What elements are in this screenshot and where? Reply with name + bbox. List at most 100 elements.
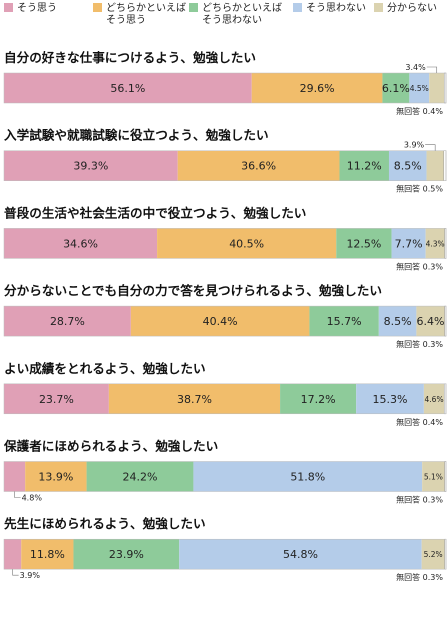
data-label: 8.5% — [394, 160, 422, 173]
data-label: 6.1% — [382, 82, 410, 95]
bar-segment — [177, 150, 340, 181]
no-answer-label: 無回答 0.4% — [396, 106, 443, 116]
bar-segment — [25, 461, 87, 492]
item-title: 普段の生活や社会生活の中で役立つよう、勉強したい — [4, 205, 306, 220]
bar-segment — [4, 150, 178, 181]
bar-segment — [336, 228, 392, 259]
legend-swatch — [4, 3, 13, 12]
data-label: 34.6% — [63, 237, 98, 250]
data-label: 12.5% — [346, 237, 381, 250]
bar-segment — [179, 539, 422, 570]
data-label: 4.6% — [425, 395, 444, 404]
callout-line — [426, 66, 438, 73]
legend-swatch — [293, 3, 302, 12]
no-answer-label: 無回答 0.3% — [396, 572, 443, 582]
legend-swatch — [374, 3, 383, 12]
data-label: 29.6% — [300, 82, 335, 95]
data-label: 7.7% — [395, 237, 423, 250]
bar-segment — [130, 306, 310, 337]
data-label: 13.9% — [38, 471, 73, 484]
no-answer-label: 無回答 0.5% — [396, 184, 443, 194]
data-label: 11.8% — [30, 548, 65, 561]
data-label: 40.4% — [203, 315, 238, 328]
no-answer-label: 無回答 0.3% — [396, 261, 443, 271]
data-label: 23.7% — [39, 393, 74, 406]
legend-swatch — [189, 3, 198, 12]
bar-segment — [409, 73, 430, 103]
callout-line — [14, 491, 21, 498]
item-title: 先生にほめられるよう、勉強したい — [4, 516, 206, 531]
bar-segment — [422, 461, 445, 492]
data-label: 3.9% — [20, 571, 41, 580]
bar-segment — [429, 73, 445, 103]
bar-segment — [4, 306, 131, 337]
legend-swatch — [93, 3, 102, 12]
data-label: 51.8% — [290, 471, 325, 484]
bar-segment — [443, 150, 447, 181]
bar-segment — [443, 383, 447, 415]
bar-segment — [21, 539, 74, 570]
no-answer-label: 無回答 0.4% — [396, 417, 443, 427]
item-title: 入学試験や就職試験に役立つよう、勉強したい — [4, 128, 269, 143]
data-label: 4.3% — [426, 239, 445, 248]
legend-label: どちらかといえばそう思う — [106, 2, 186, 26]
data-label: 11.2% — [347, 160, 382, 173]
data-label: 15.3% — [373, 393, 408, 406]
bar-segment — [443, 72, 447, 104]
data-label: 54.8% — [283, 548, 318, 561]
bar-outline — [3, 150, 447, 181]
bar-segment — [108, 383, 281, 414]
bar-segment — [388, 150, 427, 181]
bar-segment — [4, 73, 252, 103]
bar-outline — [3, 538, 447, 570]
data-label: 5.2% — [424, 550, 443, 559]
legend-label: どちらかといえばそう思わない — [202, 2, 282, 26]
legend-label: そう思う — [17, 2, 57, 14]
bar-outline — [3, 228, 447, 259]
data-label: 8.5% — [384, 315, 412, 328]
item-title: 自分の好きな仕事につけるよう、勉強したい — [4, 50, 256, 65]
data-label: 56.1% — [110, 82, 145, 95]
data-label: 24.2% — [123, 471, 158, 484]
bar-segment — [382, 73, 410, 103]
bar-segment — [339, 150, 389, 181]
bar-segment — [423, 383, 445, 414]
data-label: 3.4% — [405, 63, 426, 72]
callout-line — [425, 144, 436, 151]
bar-segment — [4, 228, 158, 259]
bar-segment — [426, 150, 444, 181]
bar-segment — [378, 306, 417, 337]
item-title: 保護者にほめられるよう、勉強したい — [3, 439, 218, 454]
legend-label: 分からない — [387, 2, 437, 14]
data-label: 4.5% — [410, 84, 429, 93]
bar-outline — [3, 461, 447, 492]
bar-segment — [391, 228, 426, 259]
data-label: 39.3% — [73, 160, 108, 173]
item-title: よい成績をとれるよう、勉強したい — [4, 361, 206, 376]
data-label: 38.7% — [177, 393, 212, 406]
data-label: 15.7% — [327, 315, 362, 328]
bar-segment — [280, 383, 357, 414]
bar-segment — [309, 306, 379, 337]
bar-outline — [3, 383, 447, 415]
bar-segment — [193, 461, 423, 492]
data-label: 3.9% — [404, 141, 425, 150]
bar-segment — [356, 383, 424, 414]
callout-line — [12, 569, 19, 576]
bar-segment — [4, 383, 109, 414]
bar-segment — [251, 73, 383, 103]
bar-outline — [3, 72, 447, 104]
data-label: 17.2% — [301, 393, 336, 406]
bar-segment — [425, 228, 445, 259]
bar-segment — [421, 539, 445, 570]
bar-segment — [73, 539, 180, 570]
bar-segment — [4, 539, 22, 570]
data-label: 5.1% — [424, 473, 443, 482]
data-label: 40.5% — [229, 237, 264, 250]
data-label: 6.4% — [417, 315, 445, 328]
bar-segment — [157, 228, 337, 259]
bar-segment — [86, 461, 194, 492]
bar-segment — [416, 306, 445, 337]
